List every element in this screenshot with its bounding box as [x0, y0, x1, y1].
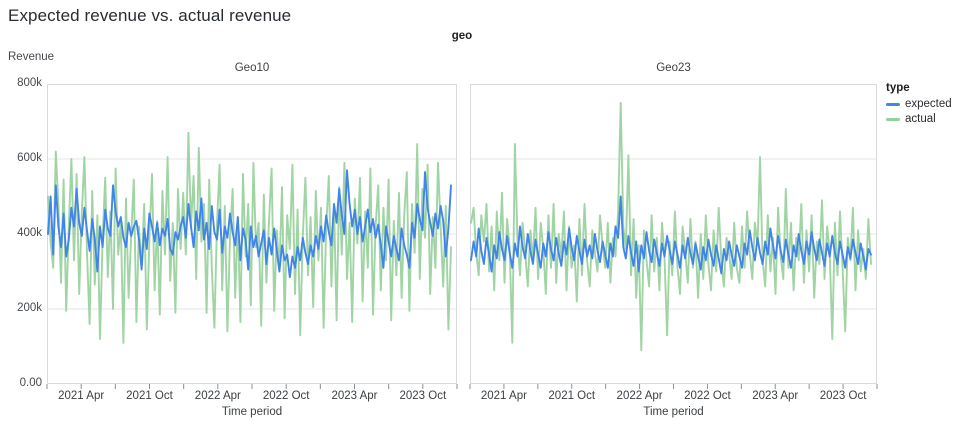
y-tick-label: 800k: [17, 77, 42, 89]
y-tick-label: 200k: [17, 302, 42, 314]
x-tick-label: 2023 Oct: [819, 390, 867, 402]
x-axis-title-geo23: Time period: [643, 406, 704, 418]
y-tick-label: 400k: [17, 227, 42, 239]
series-line-actual-Geo23[interactable]: [470, 101, 872, 352]
x-tick-label: 2023 Apr: [752, 390, 799, 402]
legend: type expected actual: [886, 82, 956, 129]
plot-area-geo23[interactable]: [469, 84, 878, 389]
series-line-expected-Geo23[interactable]: [470, 195, 872, 275]
x-axis-labels-geo10: 2021 Apr 2021 Oct 2022 Apr 2022 Oct 2023 Apr…: [47, 390, 457, 404]
x-tick-label: 2021 Oct: [548, 390, 596, 402]
legend-items: expected actual: [886, 98, 956, 125]
actual-swatch-icon: [886, 118, 900, 121]
legend-item-label: actual: [905, 113, 936, 125]
x-axis-title-geo10: Time period: [221, 406, 283, 418]
x-axis-labels-geo23: 2021 Apr 2021 Oct 2022 Apr 2022 Oct 2023 Apr…: [470, 390, 877, 404]
legend-title: type: [886, 82, 910, 94]
y-tick-label: 0.00: [19, 377, 42, 389]
x-tick-label: 2021 Apr: [480, 390, 527, 402]
facet-title-geo10: Geo10: [234, 62, 270, 74]
legend-item-label: expected: [905, 98, 952, 110]
x-tick-label: 2022 Apr: [616, 390, 663, 402]
y-axis-title: Revenue: [8, 51, 55, 63]
legend-item-actual[interactable]: actual: [886, 113, 956, 125]
y-tick-label: 600k: [17, 152, 42, 164]
x-tick-label: 2022 Oct: [684, 390, 731, 402]
facet-title-geo23: Geo23: [656, 62, 691, 74]
x-tick-label: 2023 Apr: [331, 390, 378, 402]
facet-field-header: geo: [451, 30, 473, 42]
x-tick-label: 2022 Apr: [194, 390, 241, 402]
page-title: Expected revenue vs. actual revenue: [8, 6, 292, 25]
x-tick-label: 2021 Apr: [58, 390, 105, 402]
y-axis-labels: 800k 600k 400k 200k 0.00: [0, 77, 42, 389]
plot-panel-geo23[interactable]: [469, 84, 878, 389]
expected-swatch-icon: [886, 103, 900, 106]
legend-item-expected[interactable]: expected: [886, 98, 956, 110]
plot-panel-geo10[interactable]: [46, 84, 458, 389]
x-tick-label: 2022 Oct: [262, 390, 310, 402]
x-tick-label: 2023 Oct: [399, 390, 447, 402]
series-line-expected-Geo10[interactable]: [47, 169, 452, 279]
x-tick-label: 2021 Oct: [126, 390, 173, 402]
plot-area-geo10[interactable]: [46, 84, 458, 389]
